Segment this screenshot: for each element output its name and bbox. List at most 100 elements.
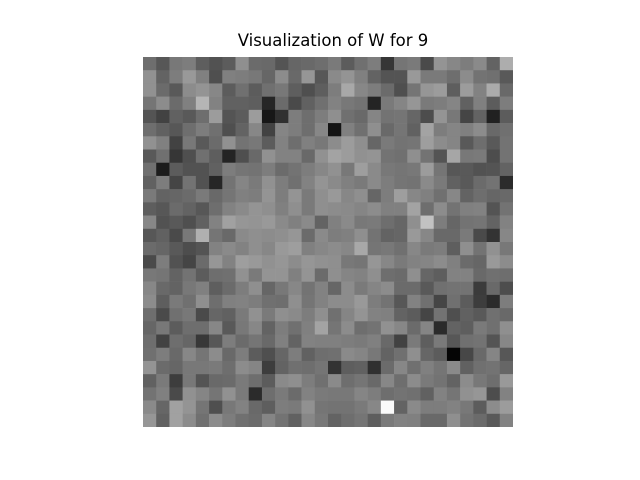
heatmap-cell-4-2: [169, 109, 183, 124]
heatmap-cell-24-25: [473, 374, 487, 388]
heatmap-cell-7-0: [143, 149, 157, 164]
heatmap-cell-24-26: [486, 374, 501, 388]
heatmap-cell-27-8: [248, 413, 263, 427]
heatmap-cell-26-21: [420, 400, 435, 415]
heatmap-cell-5-14: [328, 123, 342, 137]
heatmap-cell-25-6: [222, 387, 236, 401]
heatmap-cell-16-23: [446, 268, 461, 282]
heatmap-cell-8-20: [407, 162, 421, 177]
heatmap-cell-16-17: [367, 268, 382, 282]
heatmap-cell-9-0: [143, 175, 157, 190]
heatmap-cell-15-16: [354, 255, 368, 269]
heatmap-cell-21-3: [182, 334, 197, 349]
heatmap-cell-8-19: [394, 162, 408, 177]
heatmap-cell-12-11: [288, 215, 302, 230]
heatmap-cell-18-22: [433, 294, 448, 309]
heatmap-cell-25-14: [328, 387, 342, 401]
heatmap-cell-20-16: [354, 321, 368, 335]
heatmap-cell-27-7: [235, 413, 250, 427]
heatmap-cell-8-8: [248, 162, 263, 177]
heatmap-cell-2-11: [288, 83, 302, 97]
heatmap-cell-6-12: [301, 136, 316, 150]
heatmap-cell-0-16: [354, 57, 368, 71]
heatmap-cell-6-14: [328, 136, 342, 150]
heatmap-cell-18-12: [301, 294, 316, 309]
heatmap-cell-4-13: [314, 109, 329, 124]
heatmap-cell-7-14: [328, 149, 342, 164]
heatmap-cell-0-14: [328, 57, 342, 71]
heatmap-cell-12-0: [143, 215, 157, 230]
heatmap-cell-4-9: [261, 109, 276, 124]
heatmap-cell-4-27: [499, 109, 513, 124]
heatmap-cell-4-4: [195, 109, 210, 124]
heatmap-cell-12-15: [341, 215, 355, 230]
heatmap-cell-3-24: [460, 96, 474, 111]
heatmap-cell-2-25: [473, 83, 487, 97]
heatmap-cell-22-7: [235, 347, 250, 362]
heatmap-cell-6-3: [182, 136, 197, 150]
heatmap-cell-16-22: [433, 268, 448, 282]
heatmap-cell-0-0: [143, 57, 157, 71]
heatmap-cell-12-26: [486, 215, 501, 230]
heatmap-cell-23-11: [288, 360, 302, 375]
heatmap-cell-1-13: [314, 70, 329, 84]
heatmap-cell-18-23: [446, 294, 461, 309]
heatmap-cell-8-22: [433, 162, 448, 177]
heatmap-cell-16-15: [341, 268, 355, 282]
heatmap-cell-18-24: [460, 294, 474, 309]
heatmap-cell-20-20: [407, 321, 421, 335]
heatmap-cell-12-1: [156, 215, 170, 230]
heatmap-cell-19-27: [499, 308, 513, 322]
heatmap-cell-21-27: [499, 334, 513, 349]
heatmap-cell-24-11: [288, 374, 302, 388]
heatmap-cell-13-6: [222, 228, 236, 243]
heatmap-cell-7-24: [460, 149, 474, 164]
heatmap-cell-0-2: [169, 57, 183, 71]
heatmap-cell-2-27: [499, 83, 513, 97]
heatmap-cell-2-16: [354, 83, 368, 97]
heatmap-cell-4-8: [248, 109, 263, 124]
heatmap-cell-6-7: [235, 136, 250, 150]
heatmap-cell-10-16: [354, 189, 368, 203]
heatmap-cell-24-24: [460, 374, 474, 388]
heatmap-cell-12-12: [301, 215, 316, 230]
heatmap-cell-17-4: [195, 281, 210, 296]
heatmap-cell-7-18: [380, 149, 395, 164]
heatmap-cell-18-21: [420, 294, 435, 309]
heatmap-cell-16-25: [473, 268, 487, 282]
heatmap-cell-24-15: [341, 374, 355, 388]
heatmap-cell-13-23: [446, 228, 461, 243]
heatmap-cell-19-19: [394, 308, 408, 322]
heatmap-cell-27-13: [314, 413, 329, 427]
heatmap-cell-8-24: [460, 162, 474, 177]
heatmap-cell-15-26: [486, 255, 501, 269]
heatmap-cell-25-22: [433, 387, 448, 401]
heatmap-cell-9-5: [209, 175, 223, 190]
heatmap-cell-0-20: [407, 57, 421, 71]
heatmap-cell-23-12: [301, 360, 316, 375]
heatmap-cell-2-10: [275, 83, 289, 97]
heatmap-cell-9-21: [420, 175, 435, 190]
heatmap-cell-17-0: [143, 281, 157, 296]
heatmap-cell-18-25: [473, 294, 487, 309]
heatmap-cell-26-0: [143, 400, 157, 415]
heatmap-cell-5-21: [420, 123, 435, 137]
heatmap-cell-13-25: [473, 228, 487, 243]
heatmap-cell-21-18: [380, 334, 395, 349]
heatmap-cell-19-10: [275, 308, 289, 322]
heatmap-cell-16-27: [499, 268, 513, 282]
heatmap-cell-27-5: [209, 413, 223, 427]
heatmap-cell-11-26: [486, 202, 501, 216]
heatmap-cell-27-23: [446, 413, 461, 427]
heatmap-cell-27-24: [460, 413, 474, 427]
heatmap-cell-6-22: [433, 136, 448, 150]
heatmap-cell-15-19: [394, 255, 408, 269]
heatmap-cell-14-12: [301, 242, 316, 256]
heatmap-cell-9-16: [354, 175, 368, 190]
heatmap-cell-8-23: [446, 162, 461, 177]
heatmap-cell-5-26: [486, 123, 501, 137]
heatmap-cell-20-17: [367, 321, 382, 335]
heatmap-cell-22-10: [275, 347, 289, 362]
heatmap-cell-26-4: [195, 400, 210, 415]
heatmap-cell-3-9: [261, 96, 276, 111]
